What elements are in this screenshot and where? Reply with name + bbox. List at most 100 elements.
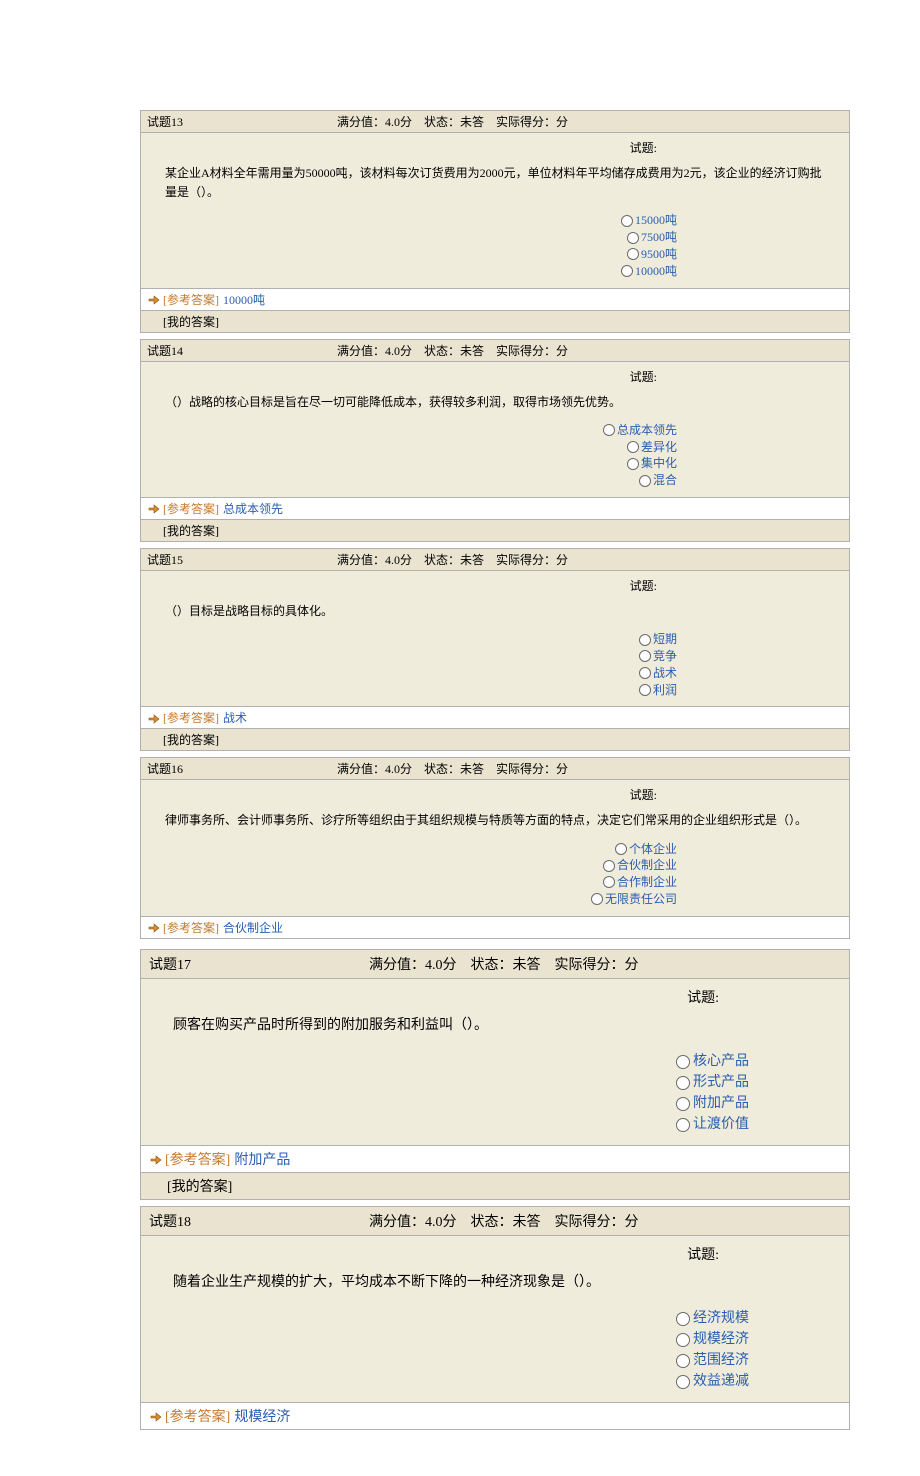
option-row[interactable]: 个体企业: [147, 841, 677, 858]
radio-icon[interactable]: [676, 1375, 690, 1389]
radio-icon[interactable]: [639, 634, 651, 646]
radio-icon[interactable]: [621, 265, 633, 277]
hand-icon: [147, 501, 161, 515]
option-label: 效益递减: [693, 1371, 749, 1392]
option-row[interactable]: 7500吨: [147, 229, 677, 246]
radio-icon[interactable]: [639, 667, 651, 679]
option-row[interactable]: 规模经济: [149, 1329, 749, 1350]
option-row[interactable]: 集中化: [147, 455, 677, 472]
option-row[interactable]: 无限责任公司: [147, 891, 677, 908]
option-row[interactable]: 合作制企业: [147, 874, 677, 891]
option-row[interactable]: 10000吨: [147, 263, 677, 280]
radio-icon[interactable]: [621, 215, 633, 227]
question-block: 试题16满分值：4.0分 状态：未答 实际得分：分试题: 律师事务所、会计师事务所…: [140, 757, 850, 938]
question-block: 试题13满分值：4.0分 状态：未答 实际得分：分试题:某企业A材料全年需用量为…: [140, 110, 850, 333]
question-text: 某企业A材料全年需用量为50000吨，该材料每次订货费用为2000元，单位材料年…: [147, 160, 843, 212]
option-label: 合伙制企业: [617, 857, 677, 874]
option-row[interactable]: 战术: [147, 665, 677, 682]
radio-icon[interactable]: [639, 684, 651, 696]
my-answer-row: [我的答案]: [141, 1172, 849, 1199]
question-number: 试题17: [149, 954, 369, 974]
question-header: 试题17满分值：4.0分 状态：未答 实际得分：分: [141, 950, 849, 979]
reference-answer-row: [参考答案]合伙制企业: [141, 916, 849, 938]
question-header: 试题18满分值：4.0分 状态：未答 实际得分：分: [141, 1207, 849, 1236]
topic-label: 试题:: [147, 577, 663, 594]
option-label: 差异化: [641, 439, 677, 456]
question-number: 试题14: [147, 342, 337, 359]
option-label: 集中化: [641, 455, 677, 472]
topic-label: 试题:: [147, 786, 663, 803]
radio-icon[interactable]: [603, 424, 615, 436]
question-body: 试题:随着企业生产规模的扩大，平均成本不断下降的一种经济现象是（）。经济规模规模…: [141, 1236, 849, 1402]
question-body: 试题: 顾客在购买产品时所得到的附加服务和利益叫（）。核心产品形式产品附加产品让渡…: [141, 979, 849, 1145]
option-row[interactable]: 混合: [147, 472, 677, 489]
radio-icon[interactable]: [676, 1312, 690, 1326]
radio-icon[interactable]: [603, 876, 615, 888]
option-label: 7500吨: [641, 229, 677, 246]
question-block: 试题18满分值：4.0分 状态：未答 实际得分：分试题:随着企业生产规模的扩大，…: [140, 1206, 850, 1430]
reference-answer-value: 战术: [223, 709, 247, 726]
radio-icon[interactable]: [627, 232, 639, 244]
option-row[interactable]: 范围经济: [149, 1350, 749, 1371]
radio-icon[interactable]: [615, 843, 627, 855]
question-header: 试题13满分值：4.0分 状态：未答 实际得分：分: [141, 111, 849, 133]
question-text: 随着企业生产规模的扩大，平均成本不断下降的一种经济现象是（）。: [149, 1268, 841, 1308]
option-row[interactable]: 总成本领先: [147, 422, 677, 439]
option-label: 合作制企业: [617, 874, 677, 891]
radio-icon[interactable]: [627, 441, 639, 453]
option-label: 战术: [653, 665, 677, 682]
question-text: 律师事务所、会计师事务所、诊疗所等组织由于其组织规模与特质等方面的特点，决定它们…: [147, 807, 843, 840]
reference-answer-label: [参考答案]: [165, 1406, 230, 1426]
question-text: （）目标是战略目标的具体化。: [147, 598, 843, 631]
reference-answer-value: 合伙制企业: [223, 919, 283, 936]
option-label: 附加产品: [693, 1093, 749, 1114]
radio-icon[interactable]: [639, 475, 651, 487]
radio-icon[interactable]: [676, 1333, 690, 1347]
radio-icon[interactable]: [676, 1097, 690, 1111]
question-text: 顾客在购买产品时所得到的附加服务和利益叫（）。: [149, 1011, 841, 1051]
radio-icon[interactable]: [627, 458, 639, 470]
question-header: 试题16满分值：4.0分 状态：未答 实际得分：分: [141, 758, 849, 780]
question-body: 试题:某企业A材料全年需用量为50000吨，该材料每次订货费用为2000元，单位…: [141, 133, 849, 288]
option-row[interactable]: 核心产品: [149, 1051, 749, 1072]
options-group: 短期竞争战术利润: [147, 631, 677, 702]
option-label: 短期: [653, 631, 677, 648]
topic-label: 试题:: [149, 987, 729, 1007]
option-row[interactable]: 利润: [147, 682, 677, 699]
radio-icon[interactable]: [639, 650, 651, 662]
radio-icon[interactable]: [676, 1076, 690, 1090]
option-row[interactable]: 差异化: [147, 439, 677, 456]
radio-icon[interactable]: [591, 893, 603, 905]
hand-icon: [149, 1409, 163, 1423]
option-row[interactable]: 效益递减: [149, 1371, 749, 1392]
radio-icon[interactable]: [676, 1055, 690, 1069]
option-row[interactable]: 15000吨: [147, 212, 677, 229]
question-meta: 满分值：4.0分 状态：未答 实际得分：分: [337, 551, 568, 568]
radio-icon[interactable]: [603, 860, 615, 872]
option-row[interactable]: 让渡价值: [149, 1114, 749, 1135]
options-group: 经济规模规模经济范围经济效益递减: [149, 1308, 749, 1396]
reference-answer-row: [参考答案]附加产品: [141, 1145, 849, 1172]
option-row[interactable]: 经济规模: [149, 1308, 749, 1329]
options-group: 个体企业合伙制企业合作制企业无限责任公司: [147, 841, 677, 912]
option-row[interactable]: 竞争: [147, 648, 677, 665]
option-row[interactable]: 合伙制企业: [147, 857, 677, 874]
option-row[interactable]: 附加产品: [149, 1093, 749, 1114]
question-text: （）战略的核心目标是旨在尽一切可能降低成本，获得较多利润，取得市场领先优势。: [147, 389, 843, 422]
option-label: 让渡价值: [693, 1114, 749, 1135]
question-header: 试题14满分值：4.0分 状态：未答 实际得分：分: [141, 340, 849, 362]
question-number: 试题18: [149, 1211, 369, 1231]
option-row[interactable]: 短期: [147, 631, 677, 648]
radio-icon[interactable]: [676, 1118, 690, 1132]
my-answer-row: [我的答案]: [141, 519, 849, 541]
radio-icon[interactable]: [627, 248, 639, 260]
option-label: 形式产品: [693, 1072, 749, 1093]
reference-answer-row: [参考答案]10000吨: [141, 288, 849, 310]
reference-answer-label: [参考答案]: [165, 1149, 230, 1169]
option-row[interactable]: 形式产品: [149, 1072, 749, 1093]
question-number: 试题16: [147, 760, 337, 777]
option-label: 无限责任公司: [605, 891, 677, 908]
radio-icon[interactable]: [676, 1354, 690, 1368]
options-group: 总成本领先差异化集中化混合: [147, 422, 677, 493]
option-row[interactable]: 9500吨: [147, 246, 677, 263]
